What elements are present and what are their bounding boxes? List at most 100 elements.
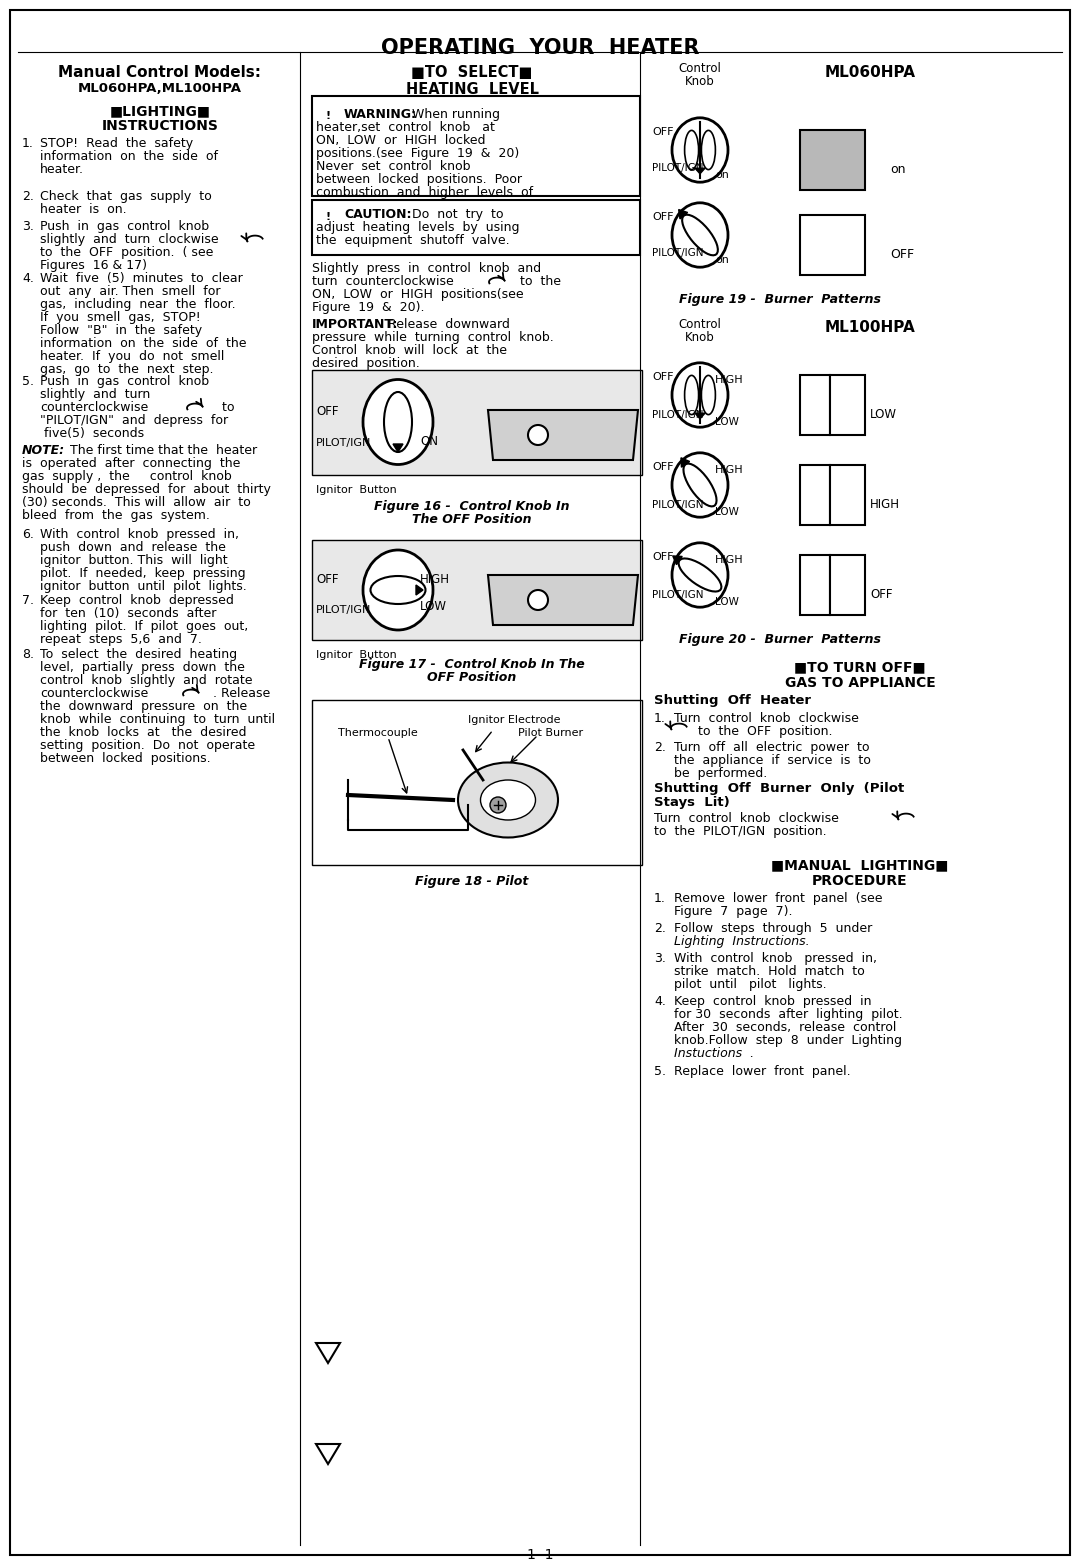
Text: LOW: LOW — [870, 408, 897, 421]
Text: to  the  OFF  position.: to the OFF position. — [694, 725, 833, 739]
Text: between  locked  positions.: between locked positions. — [40, 753, 211, 765]
Text: Follow  steps  through  5  under: Follow steps through 5 under — [674, 922, 873, 934]
Text: should  be  depressed  for  about  thirty: should be depressed for about thirty — [22, 484, 271, 496]
Text: control  knob  slightly  and  rotate: control knob slightly and rotate — [40, 675, 253, 687]
Text: GAS TO APPLIANCE: GAS TO APPLIANCE — [785, 676, 935, 690]
Ellipse shape — [363, 379, 433, 465]
Text: strike  match.  Hold  match  to: strike match. Hold match to — [674, 966, 865, 978]
Text: 8.: 8. — [22, 648, 33, 660]
Text: ignitor  button  until  pilot  lights.: ignitor button until pilot lights. — [40, 581, 246, 593]
Text: heater.: heater. — [40, 163, 84, 175]
Bar — [800, 214, 865, 275]
Text: "PILOT/IGN"  and  depress  for: "PILOT/IGN" and depress for — [40, 415, 228, 427]
Text: Push  in  gas  control  knob: Push in gas control knob — [40, 221, 210, 233]
Text: Ignitor  Button: Ignitor Button — [316, 485, 396, 495]
Ellipse shape — [458, 762, 558, 837]
Text: !: ! — [325, 211, 330, 222]
Text: the  downward  pressure  on  the: the downward pressure on the — [40, 700, 247, 714]
Text: to: to — [218, 401, 234, 415]
Text: Control: Control — [678, 63, 721, 75]
Text: To  select  the  desired  heating: To select the desired heating — [40, 648, 238, 660]
Text: ■TO TURN OFF■: ■TO TURN OFF■ — [794, 660, 926, 675]
Text: Shutting  Off  Heater: Shutting Off Heater — [654, 693, 811, 707]
Text: gas,  including  near  the  floor.: gas, including near the floor. — [40, 297, 235, 311]
Ellipse shape — [363, 549, 433, 631]
Text: ON,  LOW  or  HIGH  positions(see: ON, LOW or HIGH positions(see — [312, 288, 524, 300]
Polygon shape — [488, 574, 638, 624]
Text: Manual Control Models:: Manual Control Models: — [58, 66, 261, 80]
Text: Shutting  Off  Burner  Only  (Pilot: Shutting Off Burner Only (Pilot — [654, 782, 904, 795]
Text: slightly  and  turn: slightly and turn — [40, 388, 150, 401]
Text: Ignitor Electrode: Ignitor Electrode — [468, 715, 561, 725]
Text: on: on — [715, 255, 729, 264]
Bar — [312, 700, 642, 865]
Text: heater,set  control  knob   at: heater,set control knob at — [316, 121, 495, 135]
Text: on: on — [715, 171, 729, 180]
Text: PILOT/IGN: PILOT/IGN — [316, 606, 372, 615]
Text: 1  1: 1 1 — [527, 1548, 553, 1562]
Polygon shape — [696, 413, 705, 419]
Text: lighting  pilot.  If  pilot  goes  out,: lighting pilot. If pilot goes out, — [40, 620, 248, 632]
Text: 1.: 1. — [22, 138, 33, 150]
Text: combustion  and  higher  levels  of: combustion and higher levels of — [316, 186, 534, 199]
Text: OFF: OFF — [652, 552, 674, 562]
Text: 4.: 4. — [22, 272, 33, 285]
Text: to  the  PILOT/IGN  position.: to the PILOT/IGN position. — [654, 825, 826, 837]
Polygon shape — [488, 410, 638, 460]
Text: gas  supply ,  the     control  knob: gas supply , the control knob — [22, 470, 232, 484]
Text: NOTE:: NOTE: — [22, 444, 65, 457]
Text: Figure 16 -  Control Knob In: Figure 16 - Control Knob In — [375, 499, 570, 513]
Text: HIGH: HIGH — [715, 556, 744, 565]
Text: ML100HPA: ML100HPA — [825, 319, 916, 335]
Text: PROCEDURE: PROCEDURE — [812, 873, 908, 887]
Text: WARNING:: WARNING: — [345, 108, 417, 121]
Bar — [831, 465, 865, 524]
Text: Slightly  press  in  control  knob  and: Slightly press in control knob and — [312, 261, 541, 275]
Text: HIGH: HIGH — [715, 376, 744, 385]
Bar — [831, 376, 865, 435]
Text: Thermocouple: Thermocouple — [338, 728, 418, 739]
Text: Do  not  try  to: Do not try to — [408, 208, 503, 221]
Text: Figure 18 - Pilot: Figure 18 - Pilot — [416, 875, 529, 887]
Text: LOW: LOW — [715, 507, 739, 516]
Text: IMPORTANT:: IMPORTANT: — [312, 318, 399, 332]
Text: PILOT/IGN: PILOT/IGN — [652, 163, 703, 174]
Text: to  the  OFF  position.  ( see: to the OFF position. ( see — [40, 246, 214, 258]
Text: Figures  16 & 17): Figures 16 & 17) — [40, 258, 147, 272]
Text: ■MANUAL  LIGHTING■: ■MANUAL LIGHTING■ — [771, 858, 948, 872]
Text: OFF Position: OFF Position — [428, 671, 516, 684]
Text: ML060HPA: ML060HPA — [824, 66, 916, 80]
Ellipse shape — [672, 363, 728, 427]
Text: Pilot Burner: Pilot Burner — [518, 728, 583, 739]
Text: Control: Control — [678, 318, 721, 332]
Ellipse shape — [672, 117, 728, 182]
Text: ■LIGHTING■: ■LIGHTING■ — [109, 103, 211, 117]
Polygon shape — [393, 444, 403, 452]
Text: knob  while  continuing  to  turn  until: knob while continuing to turn until — [40, 714, 275, 726]
Text: OPERATING  YOUR  HEATER: OPERATING YOUR HEATER — [381, 38, 699, 58]
Text: 5.: 5. — [654, 1066, 666, 1078]
Text: for  ten  (10)  seconds  after: for ten (10) seconds after — [40, 607, 216, 620]
Text: ML060HPA,ML100HPA: ML060HPA,ML100HPA — [78, 81, 242, 95]
Text: 7.: 7. — [22, 595, 33, 607]
Text: out  any  air. Then  smell  for: out any air. Then smell for — [40, 285, 220, 297]
Text: repeat  steps  5,6  and  7.: repeat steps 5,6 and 7. — [40, 632, 202, 646]
Text: LOW: LOW — [715, 596, 739, 607]
Circle shape — [490, 797, 507, 812]
Text: The first time that the  heater: The first time that the heater — [66, 444, 257, 457]
Bar — [312, 369, 642, 476]
Text: push  down  and  release  the: push down and release the — [40, 541, 226, 554]
Text: the  equipment  shutoff  valve.: the equipment shutoff valve. — [316, 235, 510, 247]
Text: level,  partially  press  down  the: level, partially press down the — [40, 660, 245, 675]
Text: The OFF Position: The OFF Position — [413, 513, 531, 526]
Text: Push  in  gas  control  knob: Push in gas control knob — [40, 376, 210, 388]
Polygon shape — [678, 210, 688, 219]
Polygon shape — [316, 1343, 340, 1363]
Circle shape — [528, 426, 548, 444]
Text: bleed  from  the  gas  system.: bleed from the gas system. — [22, 509, 210, 523]
Text: heater  is  on.: heater is on. — [40, 203, 126, 216]
Polygon shape — [416, 585, 423, 595]
Text: PILOT/IGN: PILOT/IGN — [316, 438, 372, 448]
Bar — [800, 556, 831, 615]
Text: the  appliance  if  service  is  to: the appliance if service is to — [674, 754, 870, 767]
